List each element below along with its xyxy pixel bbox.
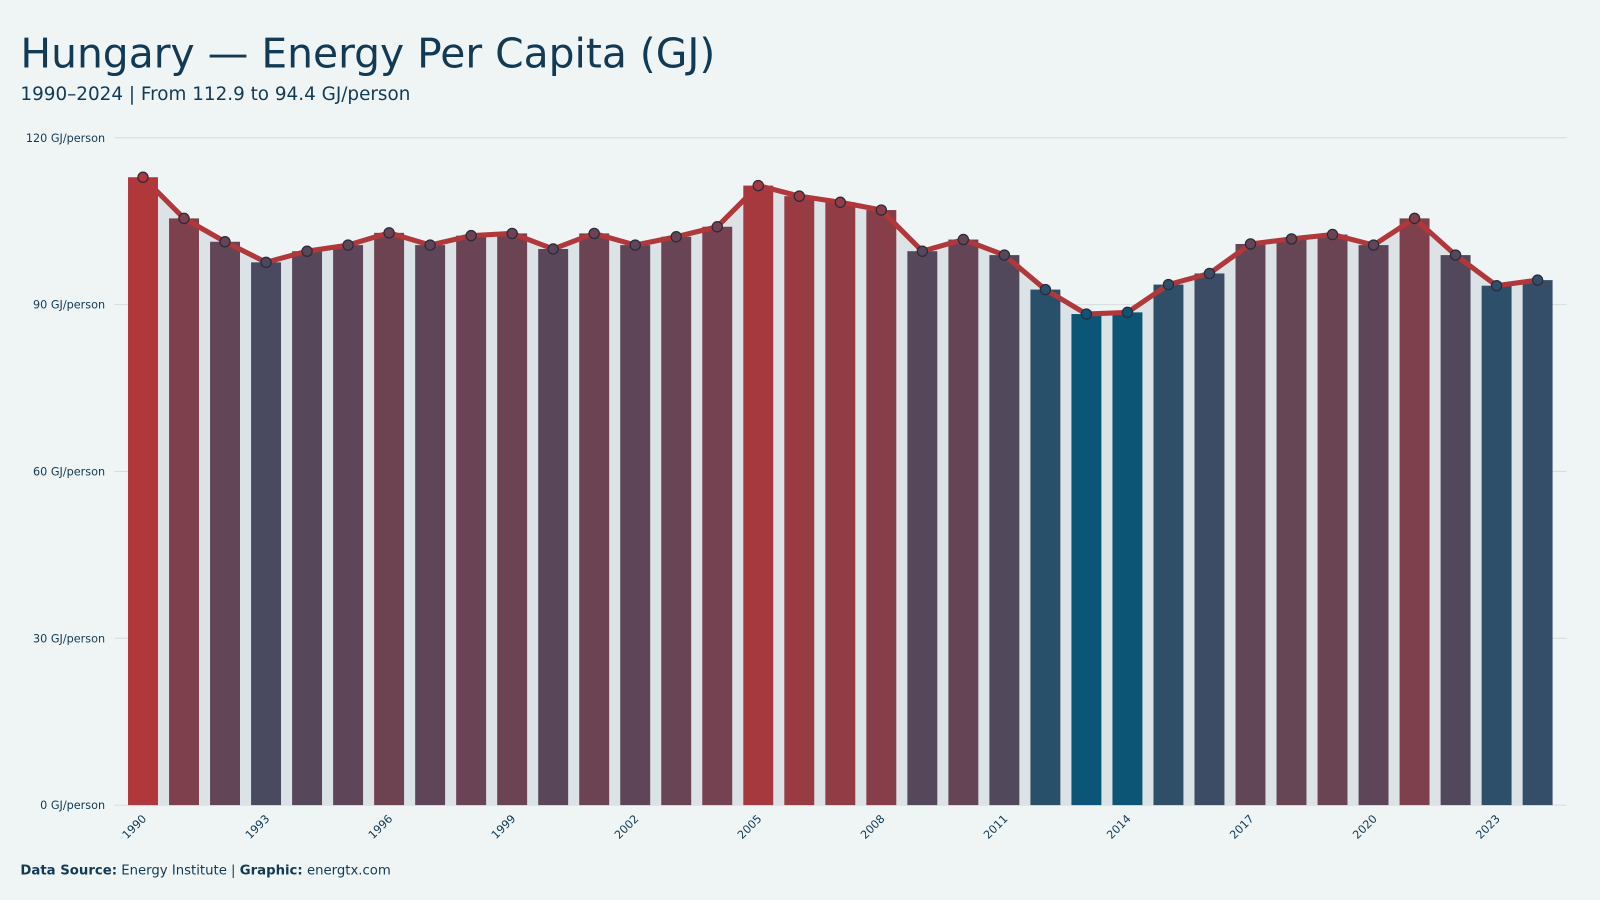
source-label: Data Source: bbox=[20, 863, 117, 878]
point bbox=[752, 179, 764, 192]
y-tick-label: 60 GJ/person bbox=[33, 466, 105, 479]
point bbox=[1244, 238, 1257, 250]
point bbox=[1121, 306, 1134, 319]
bar bbox=[169, 218, 199, 806]
point bbox=[834, 196, 847, 208]
bar bbox=[374, 232, 405, 806]
chart-title: Hungary — Energy Per Capita (GJ) bbox=[20, 29, 715, 77]
point bbox=[1367, 239, 1380, 251]
bar bbox=[1481, 285, 1512, 806]
graphic-label: Graphic: bbox=[240, 863, 303, 878]
bar bbox=[1153, 284, 1184, 806]
bar bbox=[702, 226, 733, 806]
bar bbox=[1317, 234, 1348, 806]
footer: Data Source: Energy Institute | Graphic:… bbox=[20, 863, 390, 878]
point bbox=[875, 204, 888, 216]
bar bbox=[1276, 238, 1307, 806]
bar bbox=[907, 251, 938, 806]
bar bbox=[333, 245, 364, 806]
point bbox=[1162, 278, 1175, 291]
bar bbox=[497, 233, 528, 806]
bar bbox=[1071, 314, 1102, 806]
point bbox=[219, 236, 231, 248]
bar bbox=[866, 210, 897, 806]
point bbox=[383, 227, 395, 239]
bar bbox=[1399, 218, 1430, 806]
point bbox=[137, 171, 149, 183]
point bbox=[178, 212, 190, 225]
bar bbox=[825, 202, 856, 806]
bar bbox=[784, 196, 815, 806]
bar bbox=[1522, 280, 1553, 806]
bar bbox=[1358, 245, 1389, 806]
y-tick-label: 90 GJ/person bbox=[33, 299, 105, 312]
bar bbox=[415, 245, 446, 806]
point bbox=[342, 239, 354, 251]
plot: 0 GJ/person 30 GJ/person 60 GJ/person 90 GJ… bbox=[26, 132, 1567, 842]
bar bbox=[948, 239, 979, 806]
point bbox=[670, 231, 682, 243]
point bbox=[1531, 274, 1544, 286]
bar bbox=[210, 241, 241, 806]
source: Energy Institute | bbox=[121, 863, 235, 878]
y-tick-label: 120 GJ/person bbox=[26, 132, 105, 145]
bar bbox=[1235, 243, 1266, 806]
point bbox=[793, 190, 806, 202]
point bbox=[1039, 283, 1052, 296]
point bbox=[629, 239, 641, 251]
bar bbox=[538, 248, 569, 806]
bar bbox=[1194, 273, 1225, 806]
point bbox=[465, 229, 477, 242]
bar bbox=[743, 185, 774, 806]
point bbox=[1449, 249, 1462, 261]
bar bbox=[989, 255, 1020, 806]
y-tick-label: 0 GJ/person bbox=[40, 799, 105, 812]
chart-subtitle: 1990–2024 | From 112.9 to 94.4 GJ/person bbox=[20, 84, 410, 105]
point bbox=[916, 245, 929, 257]
bar bbox=[456, 235, 487, 806]
point bbox=[260, 256, 272, 269]
point bbox=[424, 239, 436, 251]
point bbox=[1326, 228, 1339, 241]
graphic: energtx.com bbox=[307, 863, 391, 878]
point bbox=[301, 245, 313, 257]
bar bbox=[251, 262, 282, 806]
bar bbox=[620, 245, 651, 806]
point bbox=[998, 249, 1011, 261]
bar bbox=[128, 177, 158, 806]
point bbox=[1490, 279, 1503, 292]
bar bbox=[1440, 255, 1471, 806]
point bbox=[957, 233, 970, 246]
point bbox=[588, 227, 600, 240]
point bbox=[711, 221, 723, 233]
point bbox=[1408, 212, 1421, 225]
point bbox=[1203, 267, 1216, 280]
point bbox=[1080, 308, 1093, 320]
bar bbox=[661, 236, 692, 806]
y-tick-label: 30 GJ/person bbox=[33, 632, 105, 645]
point bbox=[547, 243, 559, 255]
bar bbox=[1112, 312, 1143, 806]
point bbox=[506, 227, 518, 240]
point bbox=[1285, 233, 1298, 245]
bar bbox=[1030, 289, 1061, 806]
bar bbox=[579, 233, 610, 806]
bar bbox=[292, 251, 323, 806]
